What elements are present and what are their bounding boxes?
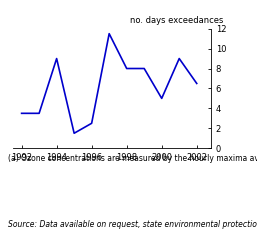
Text: Source: Data available on request, state environmental protection agencies, 2003: Source: Data available on request, state… — [8, 220, 257, 229]
Text: (a) Ozone concentrations are measured by the hourly maxima averaged over 4 hours: (a) Ozone concentrations are measured by… — [8, 154, 257, 163]
Text: no. days exceedances: no. days exceedances — [130, 16, 224, 25]
